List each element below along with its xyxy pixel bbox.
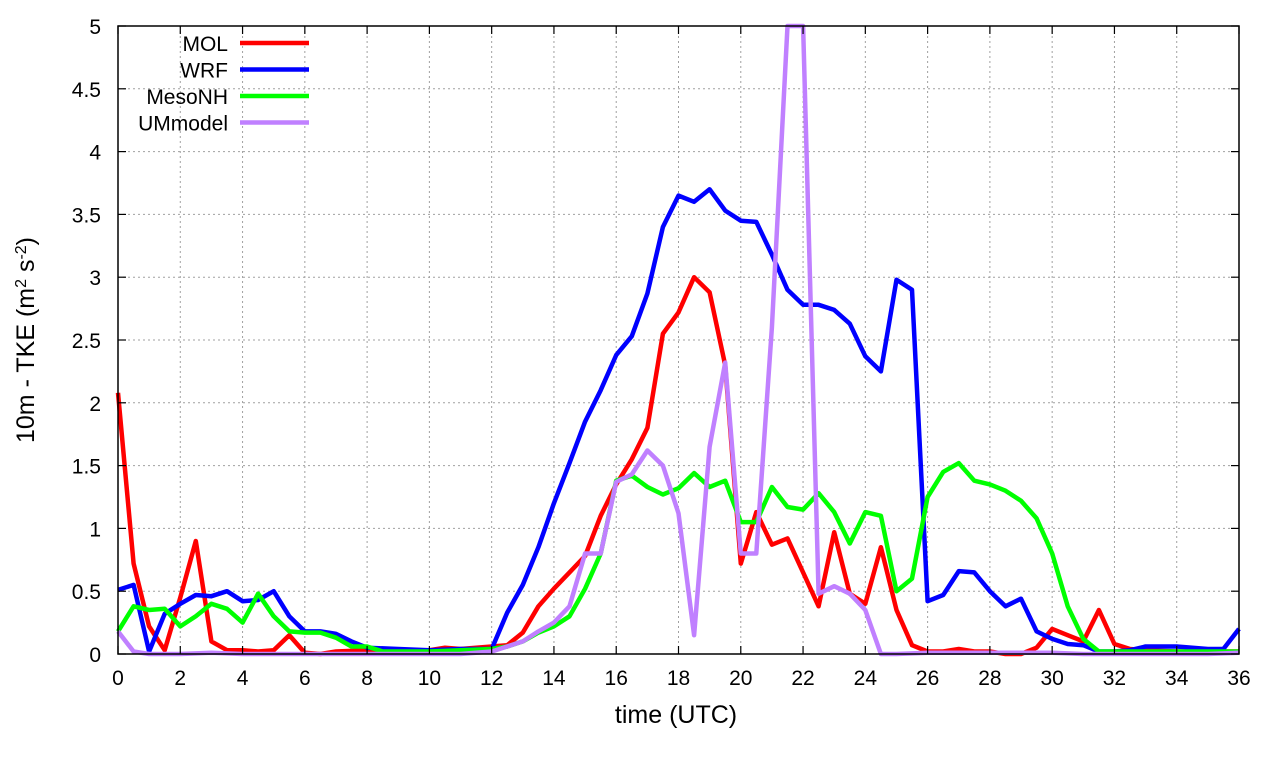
x-tick-label: 26 bbox=[916, 667, 939, 690]
x-tick-label: 2 bbox=[174, 667, 186, 690]
x-tick-label: 34 bbox=[1165, 667, 1189, 690]
y-tick-label: 1 bbox=[89, 518, 101, 541]
y-tick-label: 3 bbox=[89, 267, 101, 290]
axis-ticks bbox=[117, 25, 1240, 655]
y-tick-label: 5 bbox=[89, 16, 101, 39]
y-tick-label: 2.5 bbox=[72, 330, 101, 353]
x-tick-label: 10 bbox=[418, 667, 441, 690]
y-tick-label: 3.5 bbox=[72, 204, 101, 227]
y-axis-label-sup1: 2 bbox=[13, 279, 30, 288]
legend: MOL WRF MesoNH UMmodel bbox=[138, 33, 309, 136]
x-tick-label: 28 bbox=[978, 667, 1001, 690]
x-tick-label: 36 bbox=[1227, 667, 1250, 690]
x-tick-label: 20 bbox=[729, 667, 752, 690]
y-axis-label-sup2: -2 bbox=[13, 245, 30, 259]
x-tick-label: 22 bbox=[791, 667, 814, 690]
legend-label-ummodel: UMmodel bbox=[138, 113, 228, 136]
x-tick-label: 8 bbox=[361, 667, 373, 690]
x-axis-label: time (UTC) bbox=[615, 701, 737, 729]
y-axis-label-main: 10m - TKE (m bbox=[12, 288, 40, 443]
series-line-wrf bbox=[117, 187, 1241, 654]
x-tick-label: 32 bbox=[1103, 667, 1126, 690]
x-tick-label: 6 bbox=[299, 667, 311, 690]
legend-label-wrf: WRF bbox=[180, 60, 228, 83]
y-tick-label: 0 bbox=[89, 644, 101, 667]
grid bbox=[118, 26, 1239, 654]
y-axis-label: 10m - TKE (m2 s-2) bbox=[12, 237, 40, 443]
y-tick-labels: 0 0.5 1 1.5 2 2.5 3 3.5 4 4.5 5 bbox=[72, 16, 102, 667]
y-tick-label: 4.5 bbox=[72, 79, 101, 102]
x-tick-label: 16 bbox=[605, 667, 628, 690]
x-tick-label: 24 bbox=[854, 667, 878, 690]
y-axis-label-mid: s bbox=[12, 260, 40, 279]
x-tick-label: 12 bbox=[480, 667, 503, 690]
y-tick-label: 1.5 bbox=[72, 456, 101, 479]
x-tick-label: 18 bbox=[667, 667, 690, 690]
x-tick-label: 30 bbox=[1040, 667, 1063, 690]
y-tick-label: 4 bbox=[89, 142, 101, 165]
x-tick-label: 14 bbox=[542, 667, 566, 690]
x-tick-label: 4 bbox=[237, 667, 249, 690]
legend-label-mesonh: MesoNH bbox=[146, 86, 228, 109]
legend-label-mol: MOL bbox=[182, 33, 228, 56]
x-tick-labels: 0 2 4 6 8 10 12 14 16 18 20 22 24 26 28 30 32 34 36 bbox=[112, 667, 1251, 690]
y-axis-label-end: ) bbox=[12, 237, 40, 245]
x-tick-label: 0 bbox=[112, 667, 124, 690]
y-tick-label: 0.5 bbox=[72, 581, 101, 604]
y-tick-label: 2 bbox=[89, 393, 101, 416]
